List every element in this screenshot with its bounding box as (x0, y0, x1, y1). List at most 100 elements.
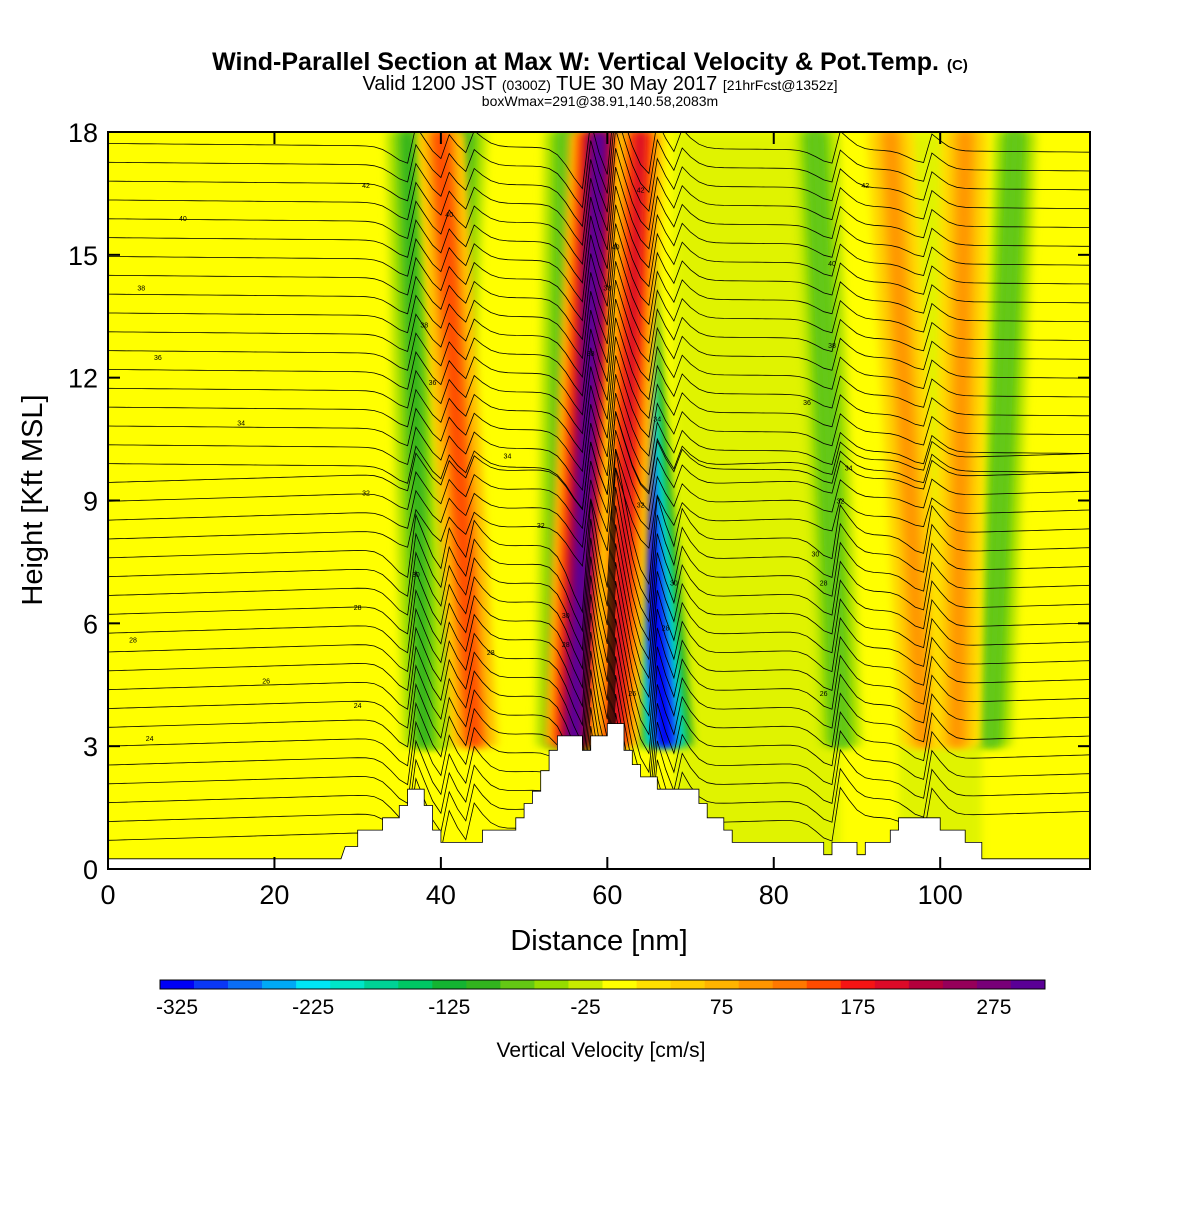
colorbar-swatch (602, 980, 637, 989)
y-tick-label: 9 (83, 487, 98, 517)
colorbar-tick-label: -225 (292, 996, 334, 1019)
isentrope-line (108, 261, 1090, 360)
colorbar: -325 -225 -125 -25 75 175 275 (156, 979, 1046, 1019)
isentrope-label: 30 (562, 613, 570, 620)
colorbar-swatch (296, 980, 331, 989)
y-tick-label: 0 (83, 855, 98, 885)
x-tick-label: 100 (918, 880, 963, 910)
isentrope-label: 42 (637, 187, 645, 194)
x-tick-label: 40 (426, 880, 456, 910)
colorbar-swatch (568, 980, 603, 989)
colorbar-swatch (738, 980, 773, 989)
colorbar-swatch (466, 980, 501, 989)
isentrope-label: 38 (587, 351, 595, 358)
isentrope-label: 28 (562, 642, 570, 649)
isentrope-line (108, 355, 1090, 454)
colorbar-tick-label: 175 (840, 996, 875, 1019)
isentrope-label: 38 (137, 286, 145, 293)
isentrope-label: 26 (820, 691, 828, 698)
isentrope-line (108, 223, 1090, 322)
colorbar-swatch (160, 980, 195, 989)
isentrope-line (108, 336, 1090, 435)
colorbar-frame (159, 979, 1046, 990)
isentrope-line (108, 599, 1090, 765)
isentrope-label: 42 (362, 183, 370, 190)
y-tick-label: 18 (68, 118, 98, 148)
isentrope-label: 24 (146, 736, 154, 743)
y-tick-label: 12 (68, 364, 98, 394)
colorbar-swatch (976, 980, 1012, 989)
y-tick-label: 15 (68, 241, 98, 271)
isentrope-line (108, 166, 1090, 266)
y-tick-label: 3 (83, 732, 98, 762)
background-zone (216, 132, 333, 869)
colorbar-label: Vertical Velocity [cm/s] (497, 1039, 706, 1062)
x-tick-label: 60 (592, 880, 622, 910)
x-axis-label: Distance [nm] (510, 925, 687, 957)
isentrope-label: 36 (803, 400, 811, 407)
isentrope-line (108, 279, 1090, 379)
isentrope-line (108, 618, 1090, 784)
isentrope-line (108, 430, 1090, 530)
isentrope-label: 40 (612, 245, 620, 252)
isentrope-label: 38 (420, 322, 428, 329)
isentrope-line (108, 242, 1090, 341)
isentrope-label: 30 (412, 572, 420, 579)
terrain-mask (108, 723, 1090, 869)
isentrope-line (108, 448, 1090, 549)
isentrope-label: 30 (670, 580, 678, 587)
updraft-band (609, 132, 647, 747)
isentrope-line (108, 132, 1090, 190)
isentrope-label: 32 (537, 523, 545, 530)
colorbar-swatch (840, 980, 876, 989)
isentrope-line (108, 562, 1090, 727)
isentrope-line (108, 204, 1090, 303)
isentrope-label: 40 (179, 216, 187, 223)
colorbar-swatch (262, 980, 297, 989)
colorbar-swatch (704, 980, 739, 989)
colorbar-tick-label: -25 (570, 996, 600, 1019)
colorbar-swatch (500, 980, 535, 989)
y-tick-label: 6 (83, 609, 98, 639)
isentrope-label: 32 (637, 503, 645, 510)
isentrope-label: 40 (445, 212, 453, 219)
colorbar-swatch (1010, 980, 1046, 989)
isentrope-line (108, 185, 1090, 284)
isentrope-line (108, 580, 1090, 746)
colorbar-swatch (874, 980, 910, 989)
x-tick-label: 80 (759, 880, 789, 910)
velocity-bands (216, 132, 1090, 869)
isentrope-label: 26 (628, 691, 636, 698)
isentrope-label: 34 (504, 453, 512, 460)
isentrope-label: 40 (828, 261, 836, 268)
isentrope-line (108, 411, 1090, 510)
isentrope-label: 38 (603, 286, 611, 293)
chart-title: Wind-Parallel Section at Max W: Vertical… (212, 48, 968, 76)
isentrope-label: 34 (653, 417, 661, 424)
isentrope-line (108, 374, 1090, 473)
isentrope-label: 28 (662, 625, 670, 632)
colorbar-swatch (670, 980, 705, 989)
isentrope-label: 24 (354, 703, 362, 710)
colorbar-swatch (806, 980, 842, 989)
colorbar-swatch (908, 980, 944, 989)
isentrope-line (108, 486, 1090, 652)
isentrope-line (108, 132, 1090, 209)
isentrope-line (108, 148, 1090, 247)
isentrope-line (108, 132, 1090, 228)
plot-area: 42 40 40 42 42 38 40 40 38 38 38 38 36 36 36 34 34 34 34 32… (108, 132, 1090, 869)
x-tick-label: 0 (100, 880, 115, 910)
isentrope-line (108, 392, 1090, 492)
isentrope-line (108, 298, 1090, 397)
colorbar-swatch (398, 980, 433, 989)
colorbar-swatch (772, 980, 808, 989)
isentrope-label: 28 (487, 650, 495, 657)
y-axis-label: Height [Kft MSL] (17, 394, 49, 605)
box-wmax-text: boxWmax=291@38.91,140.58,2083m (482, 93, 718, 109)
colorbar-swatch (194, 980, 229, 989)
isentrope-label: 28 (354, 605, 362, 612)
x-tick-label: 20 (259, 880, 289, 910)
colorbar-swatch (942, 980, 978, 989)
isentrope-label: 32 (362, 490, 370, 497)
